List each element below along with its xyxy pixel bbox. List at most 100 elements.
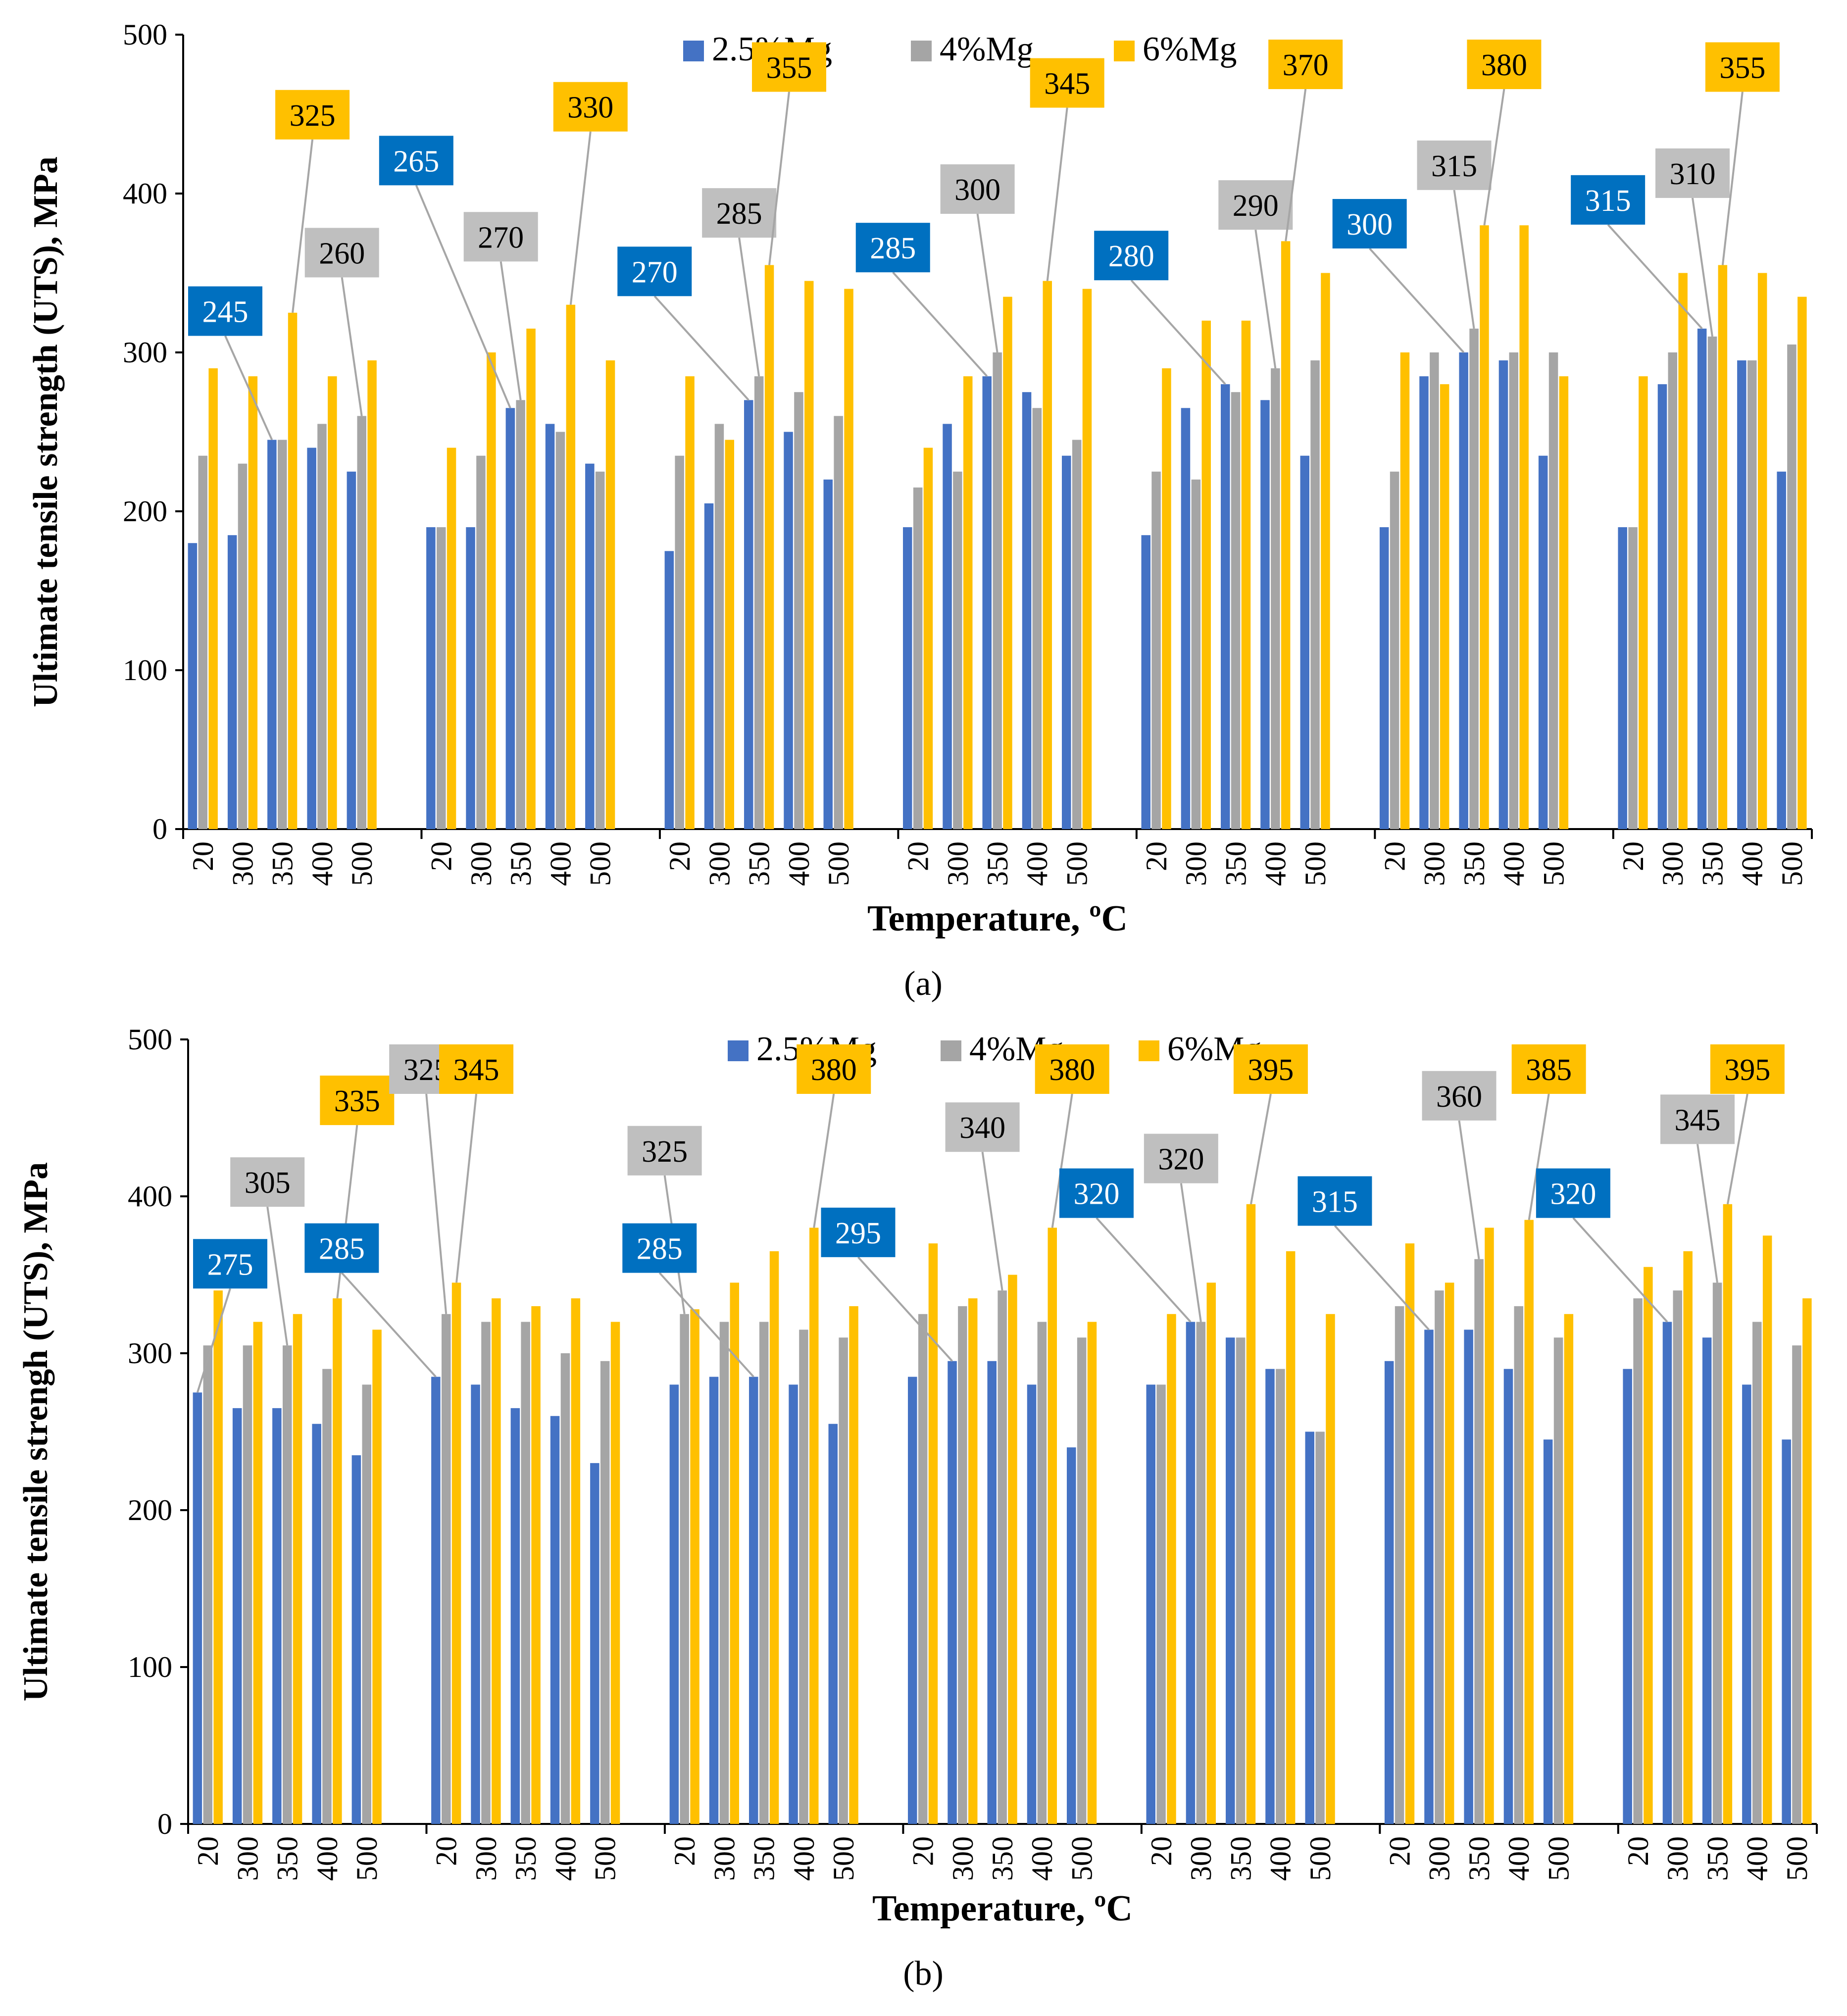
bar-mg25 [1623, 1369, 1632, 1824]
data-label: 325 [290, 99, 336, 133]
bar-mg6 [333, 1298, 342, 1824]
x-axis-title: Temperature, ºC [872, 1888, 1133, 1929]
bar-mg25 [1543, 1439, 1553, 1824]
x-tick-label: 350 [748, 1836, 781, 1881]
bar-mg6 [1480, 225, 1489, 830]
bar-mg4 [1151, 471, 1161, 830]
data-label-box-mg6 [1467, 40, 1542, 89]
x-tick-label: 350 [743, 841, 776, 886]
data-label: 345 [1044, 67, 1090, 101]
bar-mg4 [1072, 440, 1082, 829]
data-label: 275 [207, 1248, 253, 1281]
x-tick-label: 350 [271, 1836, 304, 1881]
bar-mg6 [764, 265, 774, 829]
bar-mg25 [545, 424, 555, 829]
bar-mg4 [1668, 352, 1677, 829]
data-label-box-mg4 [1417, 140, 1492, 190]
bar-mg4 [1633, 1298, 1643, 1824]
bar-mg4 [1787, 344, 1797, 829]
bar-mg4 [1792, 1345, 1801, 1824]
data-label-leader [653, 295, 749, 401]
x-tick-label: 20 [1617, 841, 1649, 871]
data-label-leader [857, 1256, 953, 1362]
bar-mg6 [725, 440, 734, 829]
data-label-box-mg25 [379, 136, 453, 186]
bar-mg25 [1737, 360, 1747, 829]
bar-mg4 [437, 527, 446, 829]
bar-mg4 [1037, 1322, 1047, 1824]
bar-mg25 [1260, 400, 1270, 829]
data-label-box-mg25 [1571, 175, 1646, 225]
bar-mg6 [849, 1306, 858, 1824]
x-tick-label: 350 [986, 1836, 1019, 1881]
bar-mg4 [1514, 1306, 1523, 1824]
x-tick-label: 300 [470, 1836, 502, 1881]
bar-mg25 [1226, 1337, 1235, 1824]
y-tick-label: 300 [128, 1337, 172, 1370]
bar-mg25 [1657, 384, 1667, 829]
bar-mg25 [1186, 1322, 1196, 1824]
bar-mg4 [839, 1337, 848, 1824]
data-label-leader [1483, 89, 1505, 226]
data-label-box-mg4 [304, 228, 379, 278]
data-label-box-mg4 [1144, 1133, 1218, 1183]
data-label-box-mg25 [855, 223, 930, 273]
x-tick-label: 400 [549, 1836, 582, 1881]
x-tick-label: 500 [1781, 1836, 1813, 1881]
data-label: 320 [1073, 1178, 1119, 1211]
bar-mg6 [1644, 1267, 1653, 1824]
data-label-leader [1572, 1217, 1668, 1323]
x-tick-label: 400 [1021, 841, 1053, 886]
data-label: 295 [835, 1217, 881, 1250]
data-label-box-mg6 [1035, 1044, 1109, 1094]
bar-mg25 [1141, 535, 1150, 829]
data-label-box-mg6 [1705, 42, 1780, 92]
bar-mg6 [1559, 376, 1569, 829]
data-label-box-mg4 [1422, 1071, 1497, 1121]
x-tick-label: 400 [311, 1836, 344, 1881]
bar-mg6 [1087, 1322, 1097, 1824]
data-label-box-mg25 [821, 1207, 896, 1257]
bar-mg6 [1246, 1204, 1256, 1824]
bar-mg6 [1802, 1298, 1812, 1824]
x-tick-label: 500 [1776, 841, 1808, 886]
bar-mg6 [685, 376, 695, 829]
bar-mg4 [1553, 1337, 1563, 1824]
bar-mg25 [1067, 1447, 1076, 1824]
bar-mg25 [1777, 471, 1786, 830]
x-tick-label: 500 [827, 1836, 860, 1881]
x-tick-label: 400 [1741, 1836, 1774, 1881]
x-tick-label: 300 [1180, 841, 1212, 886]
data-label-leader [1721, 92, 1744, 265]
x-tick-label: 350 [1225, 1836, 1257, 1881]
bar-mg4 [714, 424, 724, 829]
x-tick-label: 350 [1458, 841, 1491, 886]
data-label: 285 [319, 1232, 365, 1266]
bar-mg4 [1315, 1431, 1325, 1824]
data-label-box-mg6 [1511, 1044, 1586, 1094]
data-label-box-mg4 [627, 1126, 702, 1176]
bar-mg25 [351, 1455, 361, 1824]
data-label-leader [1369, 247, 1465, 353]
x-tick-label: 20 [187, 841, 219, 871]
data-label-box-mg4 [940, 164, 1015, 214]
data-label-box-mg6 [1030, 58, 1104, 108]
data-label: 380 [1049, 1053, 1095, 1087]
data-label-box-mg6 [1233, 1044, 1308, 1094]
x-tick-label: 500 [1542, 1836, 1575, 1881]
bar-mg4 [362, 1384, 371, 1824]
data-label-leader [1726, 1093, 1748, 1205]
y-tick-label: 400 [123, 177, 167, 210]
bar-mg25 [272, 1408, 282, 1824]
bar-mg6 [566, 304, 576, 830]
x-tick-label: 350 [509, 1836, 542, 1881]
data-label-leader [1130, 279, 1226, 385]
bar-mg6 [253, 1322, 263, 1824]
data-label: 320 [1550, 1178, 1596, 1211]
bar-mg25 [704, 503, 714, 829]
data-label-box-mg6 [439, 1044, 514, 1094]
data-label: 315 [1431, 149, 1477, 183]
x-tick-label: 300 [226, 841, 259, 886]
x-tick-label: 20 [663, 841, 696, 871]
bar-mg25 [550, 1416, 560, 1824]
